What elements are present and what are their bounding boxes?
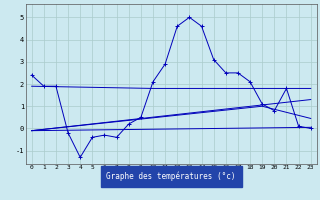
X-axis label: Graphe des températures (°c): Graphe des températures (°c)	[107, 172, 236, 181]
